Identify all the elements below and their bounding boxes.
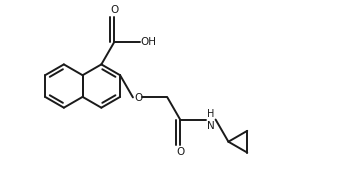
Text: H: H bbox=[207, 109, 214, 119]
Text: O: O bbox=[134, 93, 142, 103]
Text: O: O bbox=[110, 5, 118, 15]
Text: O: O bbox=[176, 147, 184, 157]
Text: N: N bbox=[207, 121, 214, 130]
Text: OH: OH bbox=[141, 37, 157, 47]
